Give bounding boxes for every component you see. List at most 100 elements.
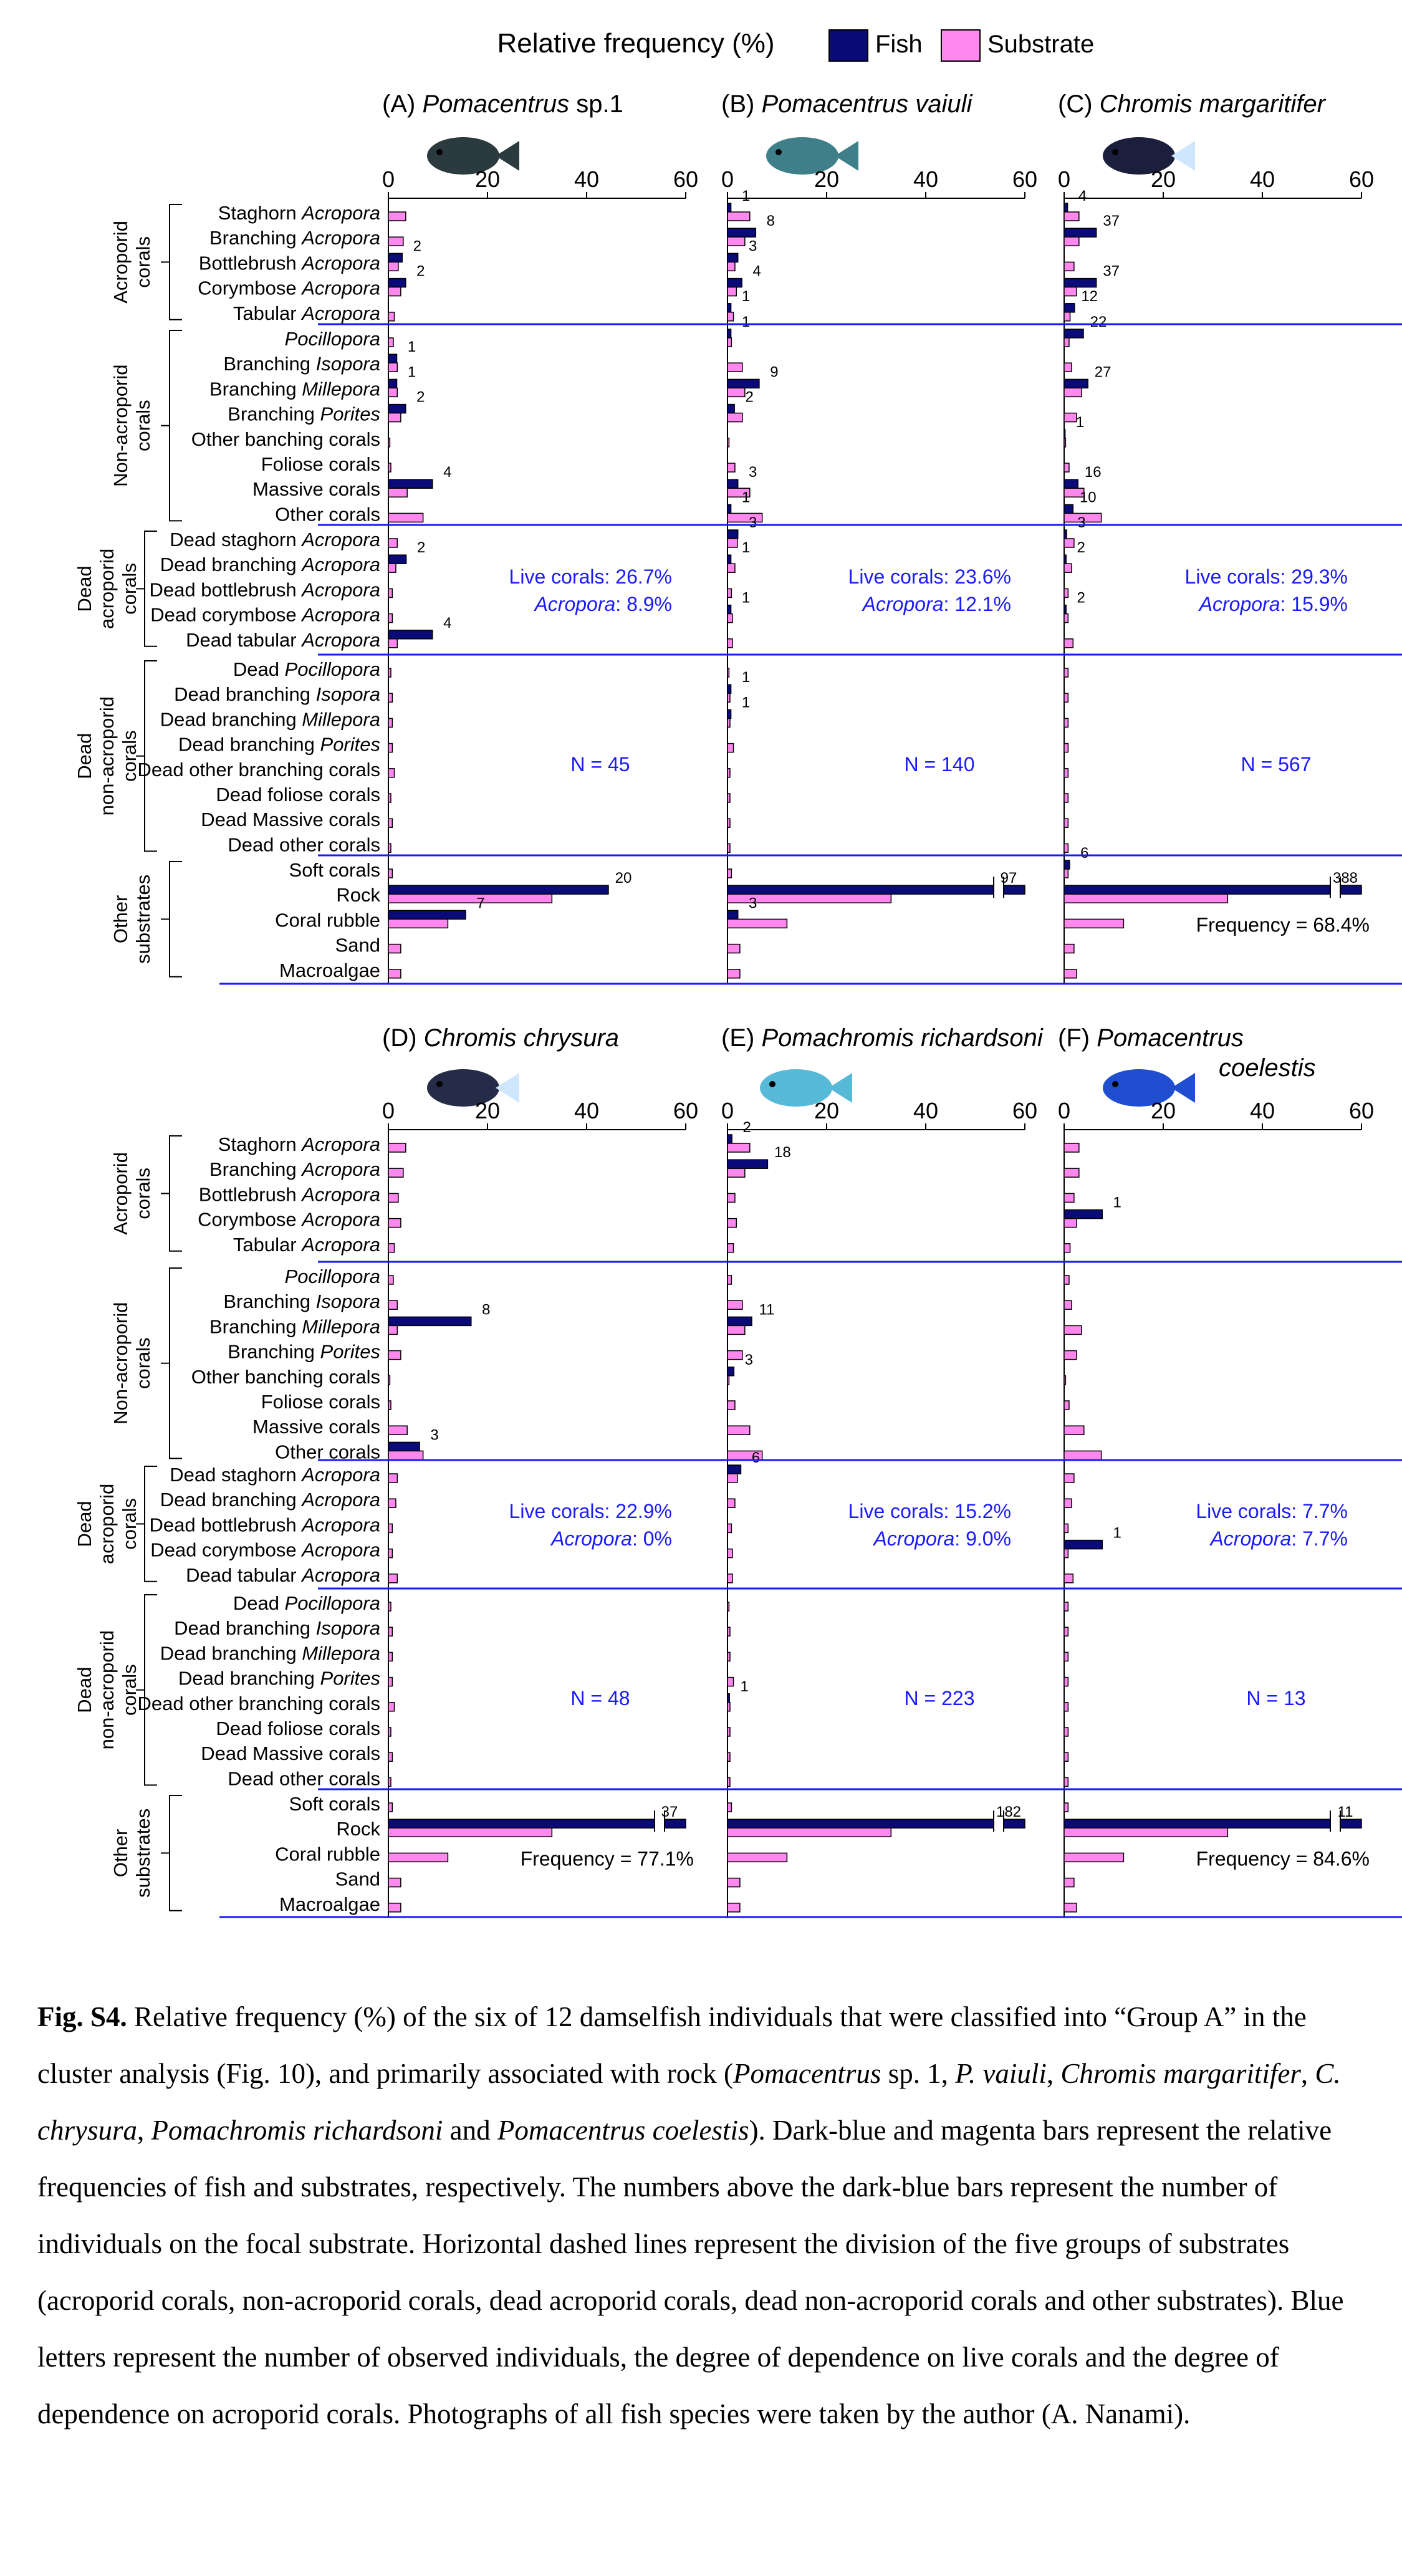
live-corals-label: Live corals: 15.2% xyxy=(848,1500,1011,1522)
count-label: 20 xyxy=(615,870,632,887)
panel-title-part: (C) xyxy=(1058,90,1100,118)
category-label-part: Dead bottlebrush xyxy=(149,579,302,600)
fish-bar xyxy=(1064,303,1075,313)
substrate-bar xyxy=(1064,1168,1080,1178)
substrate-bar xyxy=(727,236,746,246)
substrate-bar xyxy=(388,943,401,954)
category-label: Dead foliose corals xyxy=(216,784,380,805)
category-label: Coral rubble xyxy=(275,1843,380,1865)
substrate-bar xyxy=(727,362,743,372)
category-label-part: Dead bottlebrush xyxy=(149,1514,302,1536)
substrate-bar xyxy=(1064,918,1125,929)
live-corals-label: Live corals: 22.9% xyxy=(509,1500,672,1522)
substrate-bar xyxy=(388,1523,393,1534)
group-bracket xyxy=(144,1594,157,1786)
count-label: 1 xyxy=(742,489,750,506)
legend: Relative frequency (%) Fish Substrate xyxy=(497,28,1094,62)
category-label-part: Staghorn xyxy=(218,202,302,224)
category-label-part: Dead branching xyxy=(178,734,320,756)
group-bracket xyxy=(169,330,182,522)
count-label: 4 xyxy=(443,464,451,481)
substrate-bar xyxy=(388,1450,424,1461)
substrate-bar xyxy=(388,1676,393,1687)
category-label: Sand xyxy=(335,935,380,956)
category-label: Corymbose Acropora xyxy=(198,1209,380,1231)
substrate-bar xyxy=(727,818,731,828)
count-label: 12 xyxy=(1081,288,1098,305)
substrate-bar xyxy=(727,1877,741,1888)
group-label-line: corals xyxy=(132,1168,154,1219)
group-label: Acroporidcorals xyxy=(110,221,154,304)
x-tick-label: 20 xyxy=(814,1098,839,1123)
category-label-part: Bottlebrush xyxy=(199,252,302,274)
substrate-bar xyxy=(1064,1375,1067,1385)
category-label-part: Dead Massive corals xyxy=(201,1742,380,1764)
category-label-part: Acropora xyxy=(300,1209,380,1231)
category-label-part: Branching xyxy=(209,1315,302,1337)
category-label-part: Millepora xyxy=(302,708,380,730)
category-label: Dead bottlebrush Acropora xyxy=(149,579,380,600)
substrate-bar xyxy=(727,1325,746,1335)
substrate-bar xyxy=(727,387,746,398)
count-label: 2 xyxy=(416,389,425,406)
substrate-bar xyxy=(388,638,398,648)
category-label: Branching Millepora xyxy=(209,1315,380,1337)
substrate-bar xyxy=(1064,718,1069,728)
count-label: 37 xyxy=(1103,263,1120,280)
fish-bar xyxy=(727,604,732,615)
group-label: Acroporidcorals xyxy=(110,1152,154,1235)
group-5: Soft corals Rock Coral rubble Sand Macroalga… xyxy=(110,1793,380,1915)
fish-bar xyxy=(388,353,398,363)
count-label: 6 xyxy=(1080,845,1088,862)
category-label-part: Corymbose xyxy=(198,277,302,299)
substrate-bar xyxy=(727,1827,892,1837)
count-label: 1 xyxy=(742,694,750,711)
fish-bar xyxy=(1064,1539,1103,1550)
substrate-bar xyxy=(1064,588,1069,598)
category-label: Dead other corals xyxy=(228,1767,380,1789)
fish-bar xyxy=(1064,378,1088,389)
fish-tail xyxy=(835,141,858,171)
substrate-bar xyxy=(727,1350,743,1360)
fish-eye xyxy=(1112,1081,1118,1087)
substrate-bar xyxy=(727,1903,741,1913)
category-label: Foliose corals xyxy=(261,453,380,475)
acropora-label-part: Acropora xyxy=(862,593,944,615)
category-label-part: Massive corals xyxy=(252,1416,380,1438)
x-tick-label: 0 xyxy=(1058,1098,1070,1123)
fish-photo xyxy=(427,137,519,175)
group-label-line: substrates xyxy=(132,1809,154,1898)
category-label: Bottlebrush Acropora xyxy=(199,252,380,274)
substrate-bar xyxy=(727,768,731,778)
substrate-bar xyxy=(388,868,393,878)
group-bracket xyxy=(144,660,157,852)
fish-bar xyxy=(1064,885,1362,895)
substrate-bar xyxy=(727,1275,732,1285)
substrate-bar xyxy=(727,1498,736,1508)
fish-tail xyxy=(828,1073,852,1103)
category-label: Dead branching Millepora xyxy=(160,1642,380,1664)
category-label: Macroalgae xyxy=(279,959,380,981)
group-bracket xyxy=(169,204,182,320)
category-label: Soft corals xyxy=(289,859,380,881)
group-bracket xyxy=(169,1267,182,1459)
category-label: Dead corymbose Acropora xyxy=(150,604,380,626)
substrate-bar xyxy=(727,793,731,803)
substrate-bar xyxy=(1064,1752,1069,1762)
caption-body: Relative frequency (%) of the six of 12 … xyxy=(37,2001,1343,2429)
fish-tail xyxy=(496,141,519,171)
category-label: Sand xyxy=(335,1868,380,1890)
category-label: Dead Massive corals xyxy=(201,1742,380,1764)
substrate-bar xyxy=(388,1877,401,1888)
x-tick-label: 40 xyxy=(574,166,599,192)
count-label: 1 xyxy=(742,669,750,686)
count-label: 11 xyxy=(1338,1804,1353,1820)
category-label: Tabular Acropora xyxy=(233,1234,380,1256)
substrate-bar xyxy=(388,1275,394,1285)
category-label-part: Staghorn xyxy=(218,1133,302,1155)
category-label-part: Acropora xyxy=(300,629,380,651)
category-label-part: Acropora xyxy=(300,1539,380,1561)
substrate-bar xyxy=(388,969,401,979)
x-tick-label: 40 xyxy=(574,1098,599,1123)
